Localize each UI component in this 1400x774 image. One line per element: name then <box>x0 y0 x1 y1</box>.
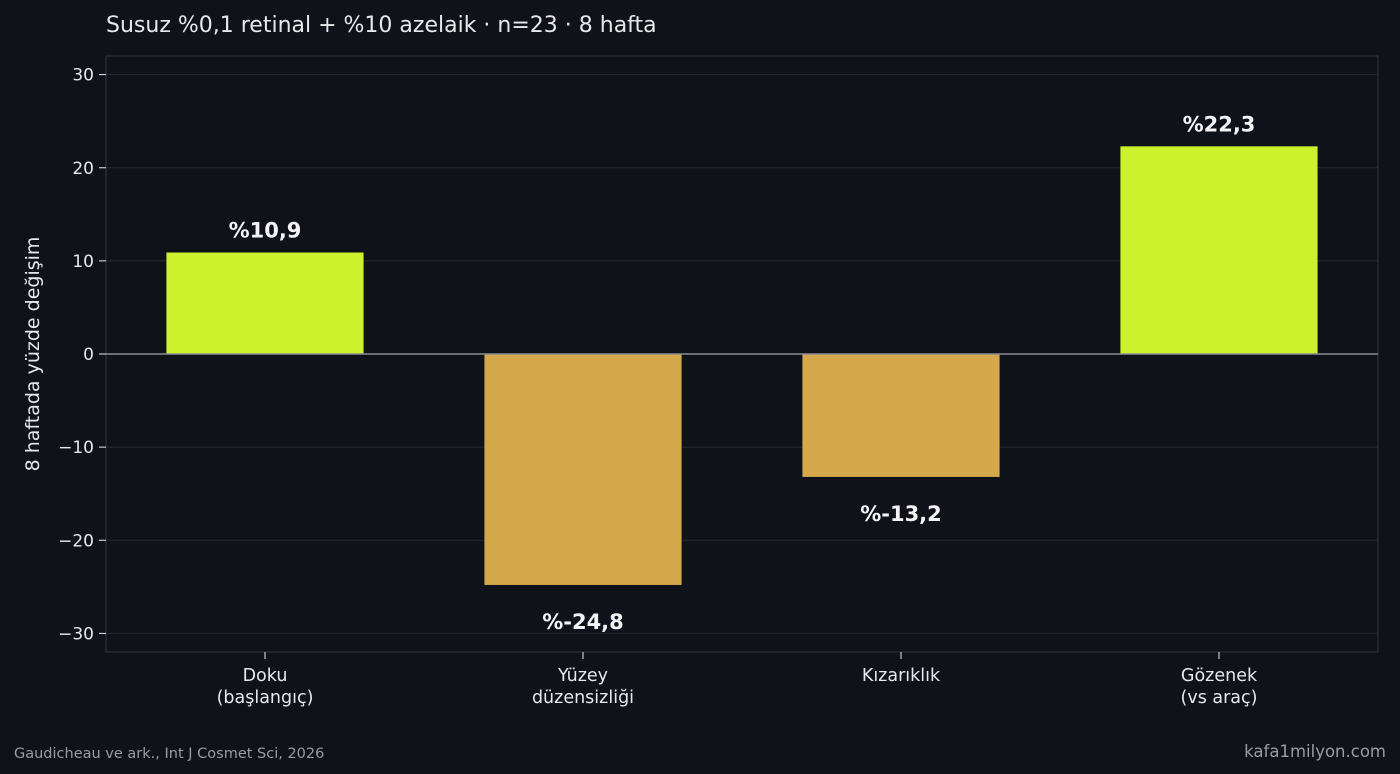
data-label: %10,9 <box>229 218 302 242</box>
y-tick-label: 30 <box>72 66 94 86</box>
site-credit: kafa1milyon.com <box>1244 742 1386 761</box>
x-tick-label: Kızarıklık <box>862 666 941 686</box>
bar <box>1120 146 1318 354</box>
bar <box>484 354 682 585</box>
x-tick-label: (vs araç) <box>1181 688 1258 708</box>
data-label: %-24,8 <box>542 610 624 634</box>
bars <box>166 146 1318 585</box>
x-tick-label: Doku <box>243 666 288 686</box>
x-tick-label: Yüzey <box>557 666 608 686</box>
y-tick-label: −10 <box>58 438 94 458</box>
y-tick-label: −30 <box>58 624 94 644</box>
bar <box>802 354 1000 477</box>
x-tick-label: Gözenek <box>1181 666 1258 686</box>
x-tick-label: (başlangıç) <box>217 688 314 708</box>
bar <box>166 252 364 354</box>
y-tick-label: 10 <box>72 252 94 272</box>
chart-title: Susuz %0,1 retinal + %10 azelaik · n=23 … <box>106 13 657 38</box>
y-axis-label: 8 haftada yüzde değişim <box>22 237 44 472</box>
y-tick-label: 0 <box>83 345 94 365</box>
y-axis-ticks: 30 20 10 0 −10 −20 −30 <box>58 66 106 644</box>
data-label: %22,3 <box>1183 112 1256 136</box>
data-labels: %10,9 %-24,8 %-13,2 %22,3 <box>229 112 1256 634</box>
source-citation: Gaudicheau ve ark., Int J Cosmet Sci, 20… <box>14 746 324 762</box>
y-tick-label: 20 <box>72 159 94 179</box>
y-tick-label: −20 <box>58 531 94 551</box>
x-tick-label: düzensizliği <box>532 688 634 708</box>
data-label: %-13,2 <box>860 502 942 526</box>
